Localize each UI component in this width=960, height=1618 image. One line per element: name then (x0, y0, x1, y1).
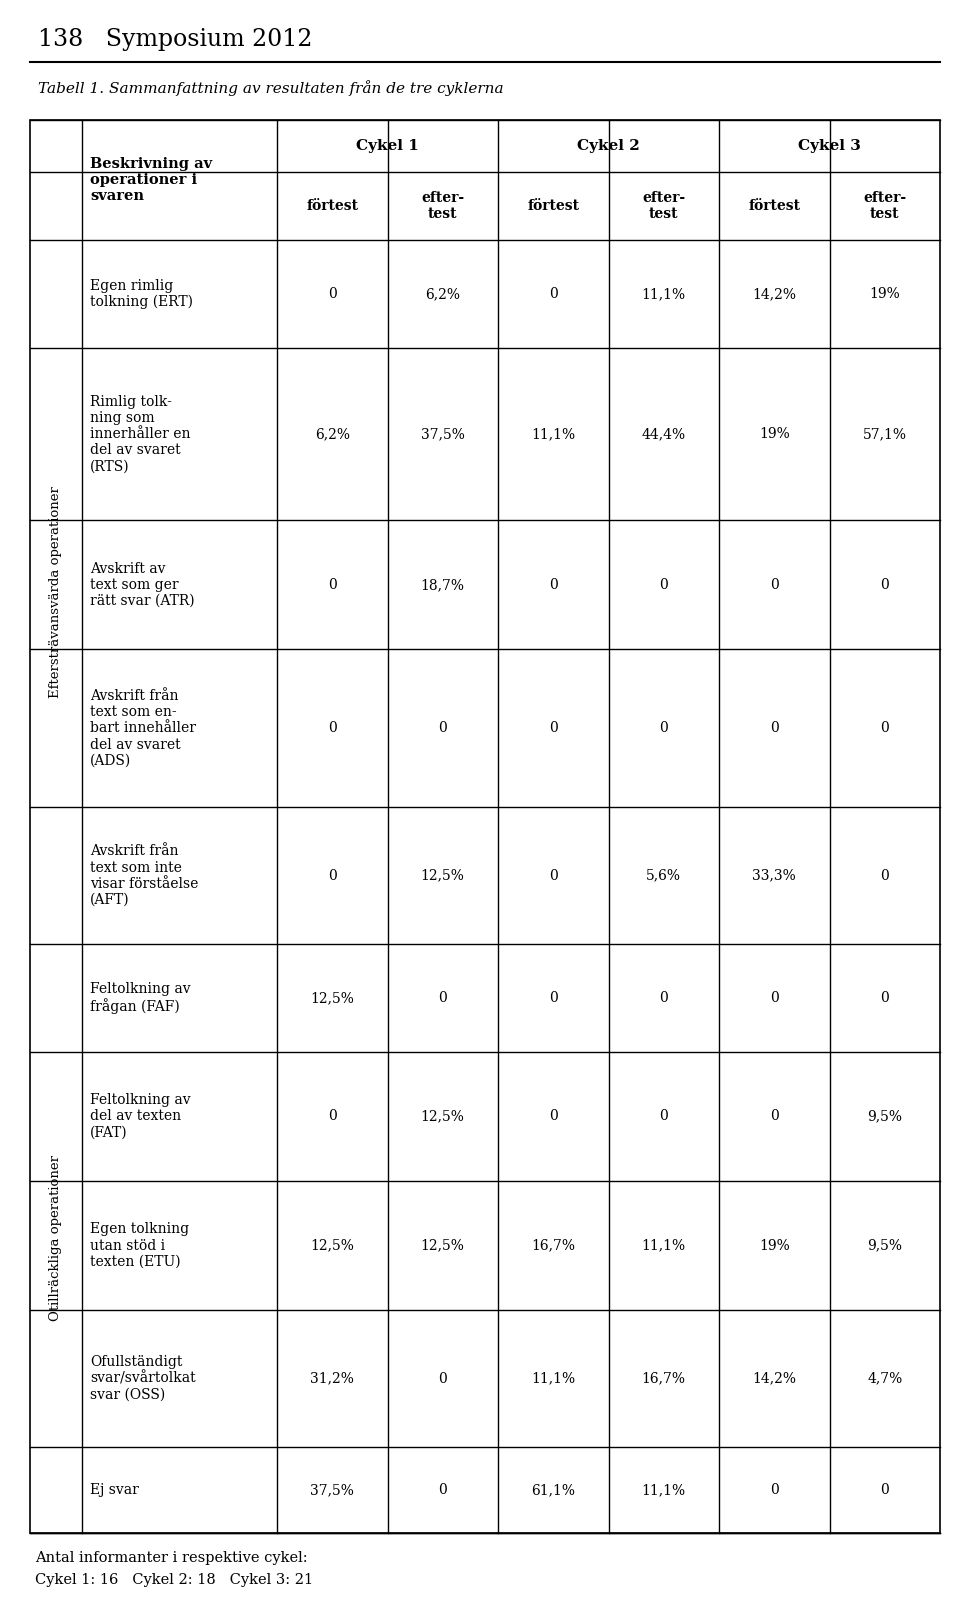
Text: Avskrift av
text som ger
rätt svar (ATR): Avskrift av text som ger rätt svar (ATR) (90, 561, 195, 608)
Text: förtest: förtest (748, 199, 801, 214)
Text: 11,1%: 11,1% (531, 427, 575, 442)
Text: 0: 0 (549, 578, 558, 592)
Text: 9,5%: 9,5% (867, 1239, 902, 1252)
Text: 0: 0 (328, 1110, 337, 1123)
Text: 138   Symposium 2012: 138 Symposium 2012 (38, 28, 313, 52)
Text: 19%: 19% (758, 1239, 790, 1252)
Text: 0: 0 (660, 990, 668, 1005)
Text: 16,7%: 16,7% (531, 1239, 575, 1252)
Text: 0: 0 (328, 722, 337, 736)
Text: 4,7%: 4,7% (867, 1372, 902, 1385)
Text: 12,5%: 12,5% (420, 1239, 465, 1252)
Text: 14,2%: 14,2% (753, 1372, 796, 1385)
Text: 6,2%: 6,2% (425, 286, 460, 301)
Text: 11,1%: 11,1% (641, 1239, 685, 1252)
Text: 0: 0 (549, 1110, 558, 1123)
Text: 37,5%: 37,5% (420, 427, 465, 442)
Text: 44,4%: 44,4% (641, 427, 685, 442)
Text: Antal informanter i respektive cykel:: Antal informanter i respektive cykel: (35, 1552, 307, 1565)
Text: 0: 0 (880, 722, 889, 736)
Text: 6,2%: 6,2% (315, 427, 349, 442)
Text: förtest: förtest (527, 199, 579, 214)
Text: efter-
test: efter- test (421, 191, 465, 222)
Text: Avskrift från
text som inte
visar förståelse
(AFT): Avskrift från text som inte visar förstå… (90, 845, 199, 908)
Text: Feltolkning av
del av texten
(FAT): Feltolkning av del av texten (FAT) (90, 1094, 191, 1139)
Text: Cykel 2: Cykel 2 (577, 139, 640, 154)
Text: 31,2%: 31,2% (310, 1372, 354, 1385)
Text: 19%: 19% (758, 427, 790, 442)
Text: 11,1%: 11,1% (641, 1484, 685, 1497)
Text: 0: 0 (549, 286, 558, 301)
Text: 12,5%: 12,5% (310, 1239, 354, 1252)
Text: 0: 0 (549, 990, 558, 1005)
Text: 0: 0 (660, 1110, 668, 1123)
Text: efter-
test: efter- test (863, 191, 906, 222)
Text: 61,1%: 61,1% (531, 1484, 575, 1497)
Text: 0: 0 (328, 578, 337, 592)
Text: Cykel 1: Cykel 1 (356, 139, 419, 154)
Text: 0: 0 (549, 722, 558, 736)
Text: Cykel 3: Cykel 3 (798, 139, 861, 154)
Text: Otillräckliga operationer: Otillräckliga operationer (50, 1155, 62, 1322)
Text: 0: 0 (880, 869, 889, 883)
Text: 0: 0 (880, 990, 889, 1005)
Text: efter-
test: efter- test (642, 191, 685, 222)
Text: Ej svar: Ej svar (90, 1484, 139, 1497)
Text: 19%: 19% (870, 286, 900, 301)
Text: 12,5%: 12,5% (420, 1110, 465, 1123)
Bar (30, 120, 940, 1532)
Text: 0: 0 (880, 1484, 889, 1497)
Text: 0: 0 (439, 1372, 447, 1385)
Text: 0: 0 (439, 990, 447, 1005)
Text: 0: 0 (880, 578, 889, 592)
Text: 9,5%: 9,5% (867, 1110, 902, 1123)
Text: Feltolkning av
frågan (FAF): Feltolkning av frågan (FAF) (90, 982, 191, 1014)
Text: Rimlig tolk-
ning som
innerhåller en
del av svaret
(RTS): Rimlig tolk- ning som innerhåller en del… (90, 395, 190, 474)
Text: Tabell 1. Sammanfattning av resultaten från de tre cyklerna: Tabell 1. Sammanfattning av resultaten f… (38, 79, 504, 95)
Text: 0: 0 (439, 722, 447, 736)
Text: 5,6%: 5,6% (646, 869, 682, 883)
Text: 11,1%: 11,1% (531, 1372, 575, 1385)
Text: 18,7%: 18,7% (420, 578, 465, 592)
Text: Avskrift från
text som en-
bart innehåller
del av svaret
(ADS): Avskrift från text som en- bart innehåll… (90, 689, 196, 769)
Text: 0: 0 (439, 1484, 447, 1497)
Text: 16,7%: 16,7% (641, 1372, 685, 1385)
Text: 33,3%: 33,3% (753, 869, 796, 883)
Text: 0: 0 (328, 286, 337, 301)
Text: 0: 0 (549, 869, 558, 883)
Text: 0: 0 (770, 722, 779, 736)
Text: 12,5%: 12,5% (420, 869, 465, 883)
Text: 14,2%: 14,2% (753, 286, 796, 301)
Text: Cykel 1: 16   Cykel 2: 18   Cykel 3: 21: Cykel 1: 16 Cykel 2: 18 Cykel 3: 21 (35, 1573, 313, 1587)
Text: 0: 0 (328, 869, 337, 883)
Text: Beskrivning av
operationer i
svaren: Beskrivning av operationer i svaren (90, 157, 212, 204)
Text: Eftersträvansvärda operationer: Eftersträvansvärda operationer (50, 485, 62, 697)
Text: 0: 0 (770, 1484, 779, 1497)
Text: 0: 0 (770, 578, 779, 592)
Text: 0: 0 (770, 1110, 779, 1123)
Text: 12,5%: 12,5% (310, 990, 354, 1005)
Text: Ofullständigt
svar/svårtolkat
svar (OSS): Ofullständigt svar/svårtolkat svar (OSS) (90, 1356, 196, 1401)
Text: Egen tolkning
utan stöd i
texten (ETU): Egen tolkning utan stöd i texten (ETU) (90, 1223, 189, 1269)
Text: 0: 0 (660, 578, 668, 592)
Text: 37,5%: 37,5% (310, 1484, 354, 1497)
Text: Egen rimlig
tolkning (ERT): Egen rimlig tolkning (ERT) (90, 278, 193, 309)
Text: 57,1%: 57,1% (863, 427, 907, 442)
Text: 11,1%: 11,1% (641, 286, 685, 301)
Text: förtest: förtest (306, 199, 358, 214)
Text: 0: 0 (770, 990, 779, 1005)
Text: 0: 0 (660, 722, 668, 736)
